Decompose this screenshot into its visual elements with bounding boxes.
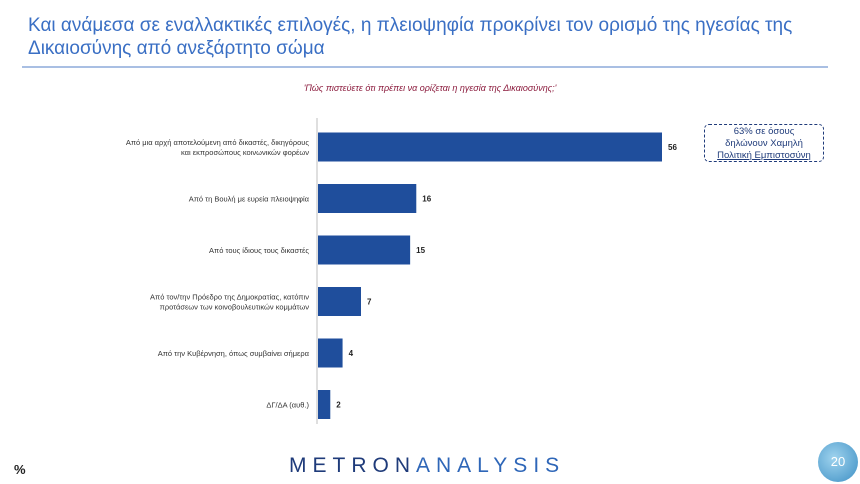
bar-2: [318, 235, 411, 265]
brand-logo: METRONANALYSIS: [289, 454, 565, 478]
page-number-badge: 20: [818, 442, 858, 482]
category-label-0: Από μια αρχή αποτελούμενη από δικαστές, …: [126, 138, 310, 157]
category-label-4: Από την Κυβέρνηση, όπως συμβαίνει σήμερα: [158, 349, 310, 358]
data-label-5: 2: [336, 401, 341, 410]
category-label-5-line-0: ΔΓ/ΔΑ (αυθ.): [266, 401, 309, 410]
bar-5: [318, 390, 331, 419]
bar-3: [318, 287, 361, 316]
category-label-5: ΔΓ/ΔΑ (αυθ.): [266, 401, 309, 410]
page-title: Και ανάμεσα σε εναλλακτικές επιλογές, η …: [28, 15, 793, 59]
data-label-2: 15: [416, 246, 425, 255]
brand-logo-part2: ANALYSIS: [416, 454, 566, 477]
bar-4: [318, 338, 343, 368]
bar-0: [318, 132, 662, 162]
bar-1: [318, 184, 417, 213]
title-divider: [22, 66, 828, 68]
survey-question: 'Πώς πιστεύετε ότι πρέπει να ορίζεται η …: [303, 83, 557, 93]
category-label-3-line-0: Από τον/την Πρόεδρο της Δημοκρατίας, κατ…: [150, 293, 309, 302]
data-label-0: 56: [668, 143, 677, 152]
callout-line-1: 63% σε όσους: [733, 126, 795, 137]
category-label-3-line-1: προτάσεων των κοινοβουλευτικών κομμάτων: [160, 303, 310, 312]
callout-line-3: Πολιτική Εμπιστοσύνη: [717, 150, 811, 161]
category-label-2-line-0: Από τους ίδιους τους δικαστές: [209, 246, 309, 255]
callout-box: 63% σε όσους δηλώνουν Χαμηλή Πολιτική Εμ…: [704, 124, 824, 162]
category-label-1-line-0: Από τη Βουλή με ευρεία πλειοψηφία: [189, 195, 310, 204]
callout-line-2: δηλώνουν Χαμηλή: [725, 138, 803, 149]
unit-label: %: [14, 462, 26, 477]
category-label-0-line-0: Από μια αρχή αποτελούμενη από δικαστές, …: [126, 138, 310, 147]
data-label-1: 16: [422, 195, 431, 204]
brand-logo-part1: METRON: [289, 454, 416, 477]
category-label-4-line-0: Από την Κυβέρνηση, όπως συμβαίνει σήμερα: [158, 349, 310, 358]
category-label-2: Από τους ίδιους τους δικαστές: [209, 246, 309, 255]
category-label-3: Από τον/την Πρόεδρο της Δημοκρατίας, κατ…: [150, 293, 309, 312]
category-label-0-line-1: και εκπροσώπους κοινωνικών φορέων: [181, 148, 309, 157]
category-label-1: Από τη Βουλή με ευρεία πλειοψηφία: [189, 195, 310, 204]
data-label-3: 7: [367, 298, 372, 307]
page-number: 20: [830, 454, 846, 469]
data-label-4: 4: [349, 349, 354, 358]
